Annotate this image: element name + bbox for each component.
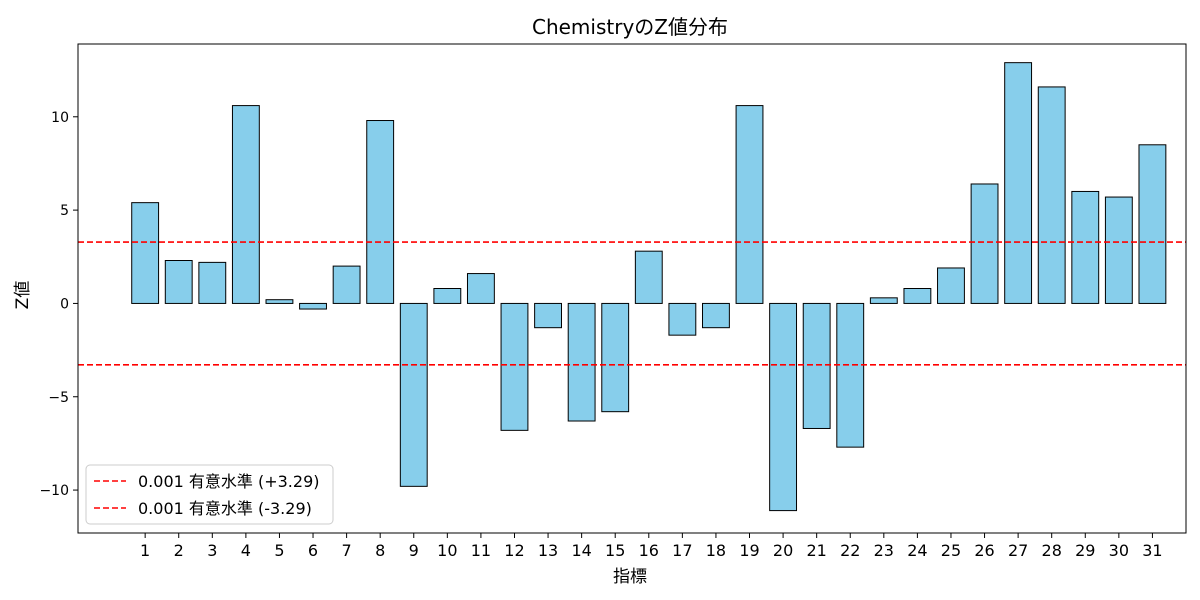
bar-9	[399, 302, 428, 487]
x-tick-label-11: 11	[471, 541, 491, 560]
bar-20	[769, 302, 798, 512]
bar-15	[601, 302, 630, 413]
bar-13	[534, 302, 562, 329]
bar-16	[634, 250, 663, 304]
bar-12	[500, 302, 529, 431]
x-tick-label-18: 18	[706, 541, 726, 560]
bar-6	[299, 302, 327, 310]
bar-26	[970, 183, 999, 304]
y-tick-label--5: −5	[48, 390, 69, 406]
x-tick-label-21: 21	[806, 541, 826, 560]
bar-7	[332, 265, 361, 304]
bar-27	[1004, 62, 1033, 304]
x-tick-label-30: 30	[1109, 541, 1129, 560]
bar-24	[903, 288, 932, 304]
bar-23	[869, 297, 898, 304]
x-tick-label-28: 28	[1042, 541, 1062, 560]
bar-21	[802, 302, 831, 429]
bar-31	[1138, 144, 1167, 304]
x-tick-label-25: 25	[941, 541, 961, 560]
y-tick-label--10: −10	[39, 483, 69, 499]
bar-5	[265, 299, 294, 304]
x-tick-label-17: 17	[672, 541, 692, 560]
y-tick-label-10: 10	[51, 110, 69, 126]
bar-8	[366, 120, 395, 304]
x-tick-label-10: 10	[437, 541, 457, 560]
bar-11	[466, 273, 495, 304]
bar-30	[1104, 196, 1133, 304]
x-tick-label-15: 15	[605, 541, 625, 560]
bar-28	[1037, 86, 1066, 304]
y-tick-label-5: 5	[60, 203, 69, 219]
bar-29	[1071, 190, 1100, 304]
plot-frame	[77, 43, 1187, 534]
x-tick-label-16: 16	[639, 541, 659, 560]
x-tick-label-27: 27	[1008, 541, 1028, 560]
legend: 0.001 有意水準 (+3.29) 0.001 有意水準 (-3.29)	[85, 464, 334, 525]
x-tick-label-31: 31	[1142, 541, 1162, 560]
y-tick-label-0: 0	[60, 296, 69, 312]
bar-10	[433, 288, 462, 304]
chart-title: ChemistryのZ値分布	[532, 15, 728, 39]
plot-area: 1 2 3 4 5 6 7 8 9 10 11 12 13 14 15 16 17 18 19 20 21 22 23 24 2…	[39, 43, 1187, 560]
bar-25	[937, 267, 965, 304]
x-tick-label-3: 3	[207, 541, 217, 560]
bar-14	[567, 302, 596, 422]
x-tick-label-7: 7	[342, 541, 352, 560]
x-tick-label-20: 20	[773, 541, 793, 560]
bar-22	[836, 302, 865, 448]
x-tick-label-5: 5	[274, 541, 284, 560]
bar-4	[231, 105, 260, 304]
legend-label-2: 0.001 有意水準 (-3.29)	[138, 499, 312, 518]
x-tick-label-9: 9	[409, 541, 419, 560]
x-tick-label-12: 12	[504, 541, 524, 560]
bar-17	[668, 302, 697, 336]
bar-1	[131, 202, 160, 304]
x-tick-label-2: 2	[174, 541, 184, 560]
bar-3	[198, 261, 227, 304]
x-tick-label-29: 29	[1075, 541, 1095, 560]
x-tick-label-24: 24	[907, 541, 927, 560]
x-tick-label-14: 14	[571, 541, 591, 560]
x-tick-label-26: 26	[974, 541, 994, 560]
x-tick-label-1: 1	[140, 541, 150, 560]
legend-label-1: 0.001 有意水準 (+3.29)	[138, 472, 320, 491]
bar-18	[702, 302, 730, 329]
y-axis-label: Z値	[13, 281, 33, 310]
bar-19	[735, 105, 764, 304]
x-tick-label-6: 6	[308, 541, 318, 560]
x-tick-label-4: 4	[241, 541, 251, 560]
x-tick-label-8: 8	[375, 541, 385, 560]
legend-box	[85, 464, 334, 525]
x-tick-label-23: 23	[874, 541, 894, 560]
x-tick-label-22: 22	[840, 541, 860, 560]
x-tick-label-19: 19	[739, 541, 759, 560]
bar-2	[164, 260, 193, 304]
x-axis-label: 指標	[613, 567, 647, 587]
x-tick-label-13: 13	[538, 541, 558, 560]
